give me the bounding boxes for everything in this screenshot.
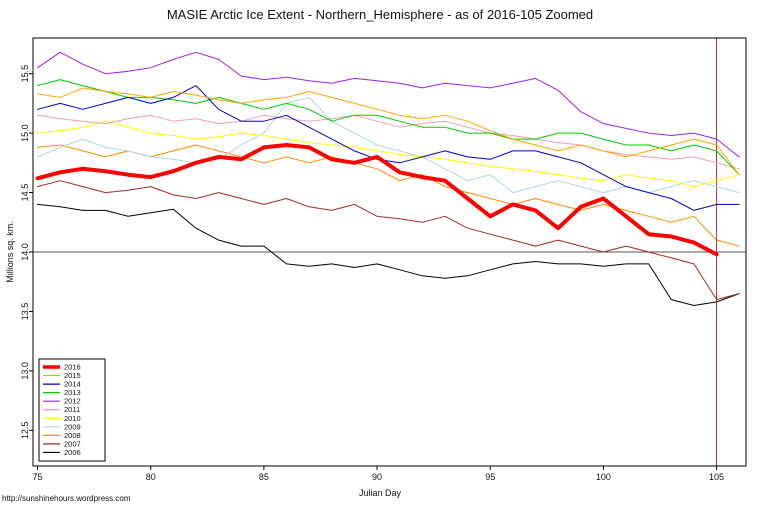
x-tick-label: 85 bbox=[259, 472, 269, 482]
y-tick-label: 15.0 bbox=[20, 124, 30, 142]
y-tick-label: 13.5 bbox=[20, 303, 30, 321]
x-tick-label: 75 bbox=[33, 472, 43, 482]
y-axis-label: Millions sq. km. bbox=[5, 221, 15, 283]
legend-label-2007: 2007 bbox=[64, 439, 81, 448]
x-tick-label: 95 bbox=[485, 472, 495, 482]
series-line-2007 bbox=[37, 180, 740, 301]
x-tick-label: 80 bbox=[146, 472, 156, 482]
series-line-2013 bbox=[37, 79, 740, 176]
legend-label-2016: 2016 bbox=[64, 363, 81, 372]
legend-label-2006: 2006 bbox=[64, 448, 81, 457]
y-tick-label: 14.0 bbox=[20, 243, 30, 261]
x-tick-label: 100 bbox=[596, 472, 611, 482]
legend-label-2012: 2012 bbox=[64, 397, 81, 406]
y-tick-label: 15.5 bbox=[20, 65, 30, 83]
legend-label-2014: 2014 bbox=[64, 380, 81, 389]
series-line-2014 bbox=[37, 85, 740, 211]
y-tick-label: 12.5 bbox=[20, 422, 30, 440]
footer-url: http://sunshinehours.wordpress.com bbox=[2, 494, 131, 503]
x-tick-label: 90 bbox=[372, 472, 382, 482]
legend-label-2008: 2008 bbox=[64, 431, 81, 440]
legend-label-2015: 2015 bbox=[64, 371, 81, 380]
x-axis-label: Julian Day bbox=[358, 488, 402, 498]
legend-label-2009: 2009 bbox=[64, 422, 81, 431]
legend-label-2010: 2010 bbox=[64, 414, 81, 423]
series-line-2010 bbox=[37, 120, 740, 188]
y-tick-label: 13.0 bbox=[20, 362, 30, 380]
legend-label-2013: 2013 bbox=[64, 388, 81, 397]
series-line-2012 bbox=[37, 51, 740, 158]
series-line-2016 bbox=[35, 143, 719, 257]
series-line-2015 bbox=[37, 87, 740, 176]
series-line-2011 bbox=[37, 114, 740, 170]
series-line-2006 bbox=[37, 203, 740, 306]
series-line-2009 bbox=[37, 96, 740, 194]
x-tick-label: 105 bbox=[709, 472, 724, 482]
legend-label-2011: 2011 bbox=[64, 405, 80, 414]
series-line-2008 bbox=[37, 144, 740, 247]
chart-title: MASIE Arctic Ice Extent - Northern_Hemis… bbox=[166, 7, 594, 22]
y-tick-label: 14.5 bbox=[20, 184, 30, 202]
